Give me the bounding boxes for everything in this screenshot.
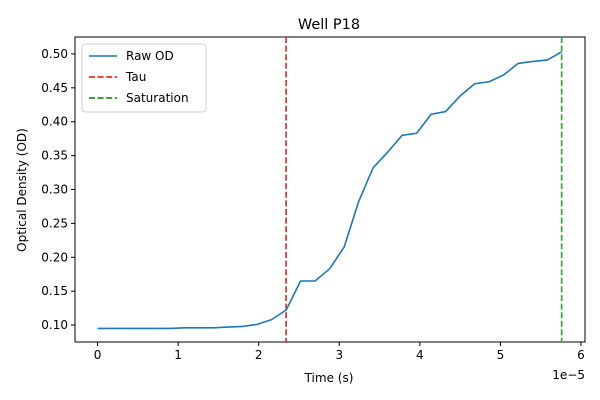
y-tick-label: 0.25 [41, 216, 68, 230]
y-tick-label: 0.40 [41, 115, 68, 129]
reference-lines [285, 37, 563, 342]
legend-frame [81, 43, 207, 113]
x-tick-label: 6 [577, 348, 585, 362]
legend-label: Tau [125, 70, 146, 84]
y-tick-label: 0.30 [41, 183, 68, 197]
y-tick-label: 0.15 [41, 284, 68, 298]
legend: Raw OD Tau Saturation [81, 43, 207, 113]
x-tick-label: 0 [94, 348, 102, 362]
y-tick-label: 0.35 [41, 149, 68, 163]
y-tick-label: 0.10 [41, 318, 68, 332]
x-axis-ticks: 0 1 2 3 4 5 6 [94, 342, 585, 362]
data-series [97, 51, 563, 330]
x-tick-label: 3 [335, 348, 343, 362]
x-tick-label: 4 [416, 348, 424, 362]
y-tick-label: 0.45 [41, 81, 68, 95]
x-axis-offset-label: 1e−5 [552, 368, 585, 382]
x-tick-label: 2 [255, 348, 263, 362]
y-axis-label: Optical Density (OD) [15, 128, 29, 252]
x-axis-label: Time (s) [304, 371, 354, 385]
y-tick-label: 0.50 [41, 47, 68, 61]
legend-label: Saturation [126, 91, 189, 105]
y-axis-ticks: 0.10 0.15 0.20 0.25 0.30 0.35 0.40 0.45 0.50 [41, 47, 75, 332]
raw-od-series-line [97, 51, 563, 330]
y-tick-label: 0.20 [41, 250, 68, 264]
legend-label: Raw OD [126, 49, 174, 63]
x-tick-label: 1 [174, 348, 182, 362]
x-tick-label: 5 [497, 348, 505, 362]
chart-title: Well P18 [298, 17, 360, 33]
